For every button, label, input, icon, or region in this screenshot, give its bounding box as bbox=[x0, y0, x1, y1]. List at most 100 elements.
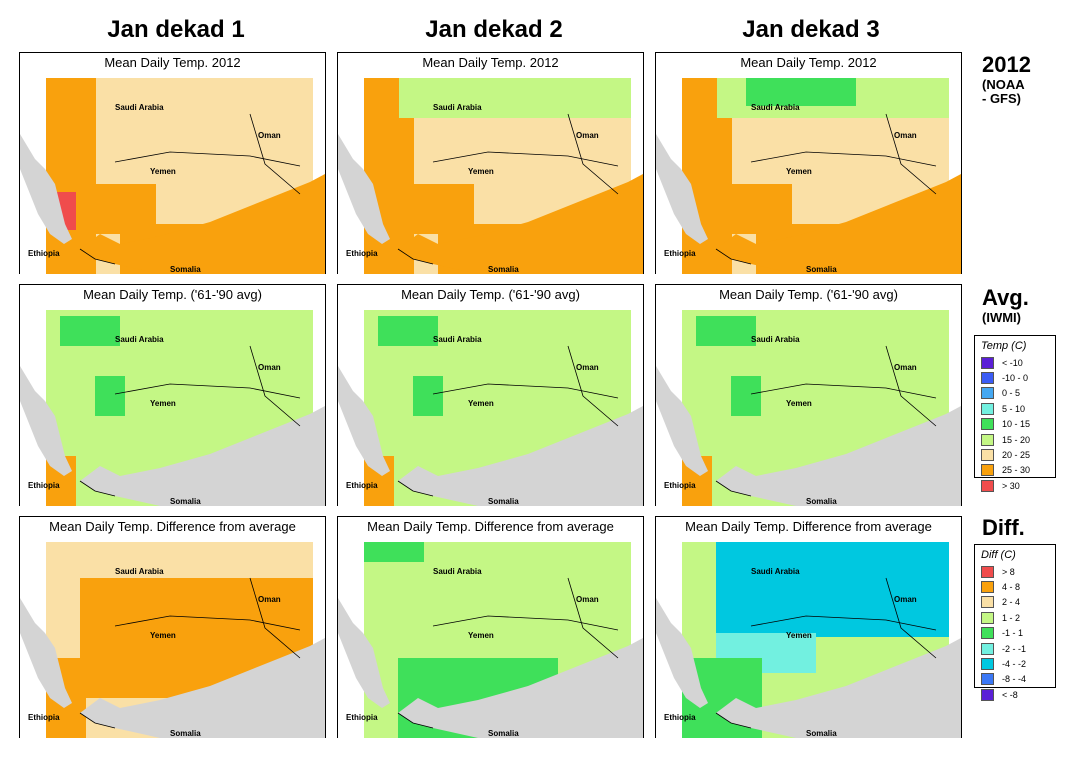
legend-item: 20 - 25 bbox=[981, 447, 1055, 462]
legend-item: -8 - -4 bbox=[981, 672, 1055, 687]
cool-zone bbox=[696, 316, 756, 346]
legend-label: -1 - 1 bbox=[1002, 628, 1024, 639]
map-panel-diff-dekad-2: Mean Daily Temp. Difference from average… bbox=[337, 516, 644, 738]
legend-label: 2 - 4 bbox=[1002, 597, 1021, 608]
coast-line bbox=[397, 712, 434, 729]
yemen-oman-border bbox=[249, 345, 301, 427]
legend-item: > 30 bbox=[981, 478, 1055, 493]
legend-item: 25 - 30 bbox=[981, 463, 1055, 478]
legend-swatch bbox=[981, 627, 994, 640]
legend-swatch bbox=[981, 658, 994, 671]
red-sea bbox=[338, 134, 390, 244]
temperature-legend-title: Temp (C) bbox=[981, 340, 1027, 352]
map-label-saudi: Saudi Arabia bbox=[433, 335, 482, 344]
map-label-saudi: Saudi Arabia bbox=[433, 567, 482, 576]
cool-zone bbox=[413, 376, 443, 416]
map-image: Saudi Arabia Oman Yemen Ethiopia Somalia bbox=[656, 74, 961, 274]
yemen-oman-border bbox=[885, 577, 937, 659]
coast-line bbox=[397, 480, 434, 497]
legend-swatch bbox=[981, 433, 994, 446]
map-label-saudi: Saudi Arabia bbox=[115, 335, 164, 344]
row-subtitle-avg: (IWMI) bbox=[982, 310, 1021, 325]
map-label-saudi: Saudi Arabia bbox=[115, 567, 164, 576]
map-label-oman: Oman bbox=[576, 595, 599, 604]
row-title-avg-label: Avg. bbox=[982, 285, 1029, 310]
map-label-somalia: Somalia bbox=[806, 265, 837, 274]
map-label-saudi: Saudi Arabia bbox=[115, 103, 164, 112]
red-sea bbox=[656, 134, 708, 244]
map-label-oman: Oman bbox=[258, 595, 281, 604]
legend-label: 20 - 25 bbox=[1002, 450, 1031, 461]
map-label-somalia: Somalia bbox=[806, 729, 837, 738]
map-image: Saudi Arabia Oman Yemen Ethiopia Somalia bbox=[20, 538, 325, 738]
coast-line bbox=[715, 712, 752, 729]
coast-line bbox=[79, 248, 116, 265]
cool-zone bbox=[378, 316, 438, 346]
map-label-saudi: Saudi Arabia bbox=[751, 103, 800, 112]
map-label-ethiopia: Ethiopia bbox=[28, 481, 60, 490]
map-label-saudi: Saudi Arabia bbox=[433, 103, 482, 112]
map-label-somalia: Somalia bbox=[488, 265, 519, 274]
saudi-yemen-border bbox=[432, 615, 619, 631]
map-image: Saudi Arabia Oman Yemen Ethiopia Somalia bbox=[20, 306, 325, 506]
legend-swatch bbox=[981, 565, 994, 578]
map-label-ethiopia: Ethiopia bbox=[28, 249, 60, 258]
legend-item: > 8 bbox=[981, 564, 1055, 579]
row-title-diff: Diff. bbox=[982, 515, 1025, 541]
legend-label: 0 - 5 bbox=[1002, 388, 1021, 399]
saudi-yemen-border bbox=[114, 151, 301, 167]
legend-label: -2 - -1 bbox=[1002, 643, 1027, 654]
legend-item: 0 - 5 bbox=[981, 386, 1055, 401]
legend-item: < -10 bbox=[981, 355, 1055, 370]
legend-item: 1 - 2 bbox=[981, 610, 1055, 625]
saudi-yemen-border bbox=[432, 151, 619, 167]
saudi-yemen-border bbox=[750, 151, 937, 167]
map-label-oman: Oman bbox=[576, 363, 599, 372]
legend-label: 4 - 8 bbox=[1002, 582, 1021, 593]
yemen-oman-border bbox=[885, 345, 937, 427]
legend-item: 2 - 4 bbox=[981, 595, 1055, 610]
map-label-yemen: Yemen bbox=[786, 631, 812, 640]
map-panel-diff-dekad-1: Mean Daily Temp. Difference from average… bbox=[19, 516, 326, 738]
saudi-yemen-border bbox=[750, 383, 937, 399]
legend-item: -4 - -2 bbox=[981, 656, 1055, 671]
map-label-somalia: Somalia bbox=[806, 497, 837, 506]
neutral-anomaly bbox=[364, 542, 424, 562]
map-label-yemen: Yemen bbox=[468, 167, 494, 176]
legend-swatch bbox=[981, 387, 994, 400]
legend-swatch bbox=[981, 356, 994, 369]
panel-title: Mean Daily Temp. 2012 bbox=[338, 53, 643, 75]
legend-label: -10 - 0 bbox=[1002, 373, 1029, 384]
map-label-yemen: Yemen bbox=[150, 399, 176, 408]
map-label-oman: Oman bbox=[258, 131, 281, 140]
legend-swatch bbox=[981, 449, 994, 462]
map-label-somalia: Somalia bbox=[170, 497, 201, 506]
legend-swatch bbox=[981, 464, 994, 477]
map-label-yemen: Yemen bbox=[150, 631, 176, 640]
coast-line bbox=[79, 712, 116, 729]
legend-item: < -8 bbox=[981, 687, 1055, 702]
legend-label: 1 - 2 bbox=[1002, 612, 1021, 623]
warm-zone bbox=[46, 78, 96, 274]
legend-swatch bbox=[981, 418, 994, 431]
map-label-yemen: Yemen bbox=[786, 167, 812, 176]
saudi-yemen-border bbox=[114, 615, 301, 631]
coast-line bbox=[715, 480, 752, 497]
legend-label: > 8 bbox=[1002, 566, 1015, 577]
gulf-of-aden bbox=[716, 174, 961, 274]
row-subtitle-2012-line2: - GFS) bbox=[982, 91, 1021, 106]
panel-title: Mean Daily Temp. Difference from average bbox=[20, 517, 325, 539]
red-sea bbox=[20, 134, 72, 244]
negative-anomaly bbox=[716, 542, 949, 637]
legend-label: 15 - 20 bbox=[1002, 434, 1031, 445]
legend-swatch bbox=[981, 688, 994, 701]
coast-line bbox=[715, 248, 752, 265]
gulf-of-aden bbox=[716, 406, 961, 506]
map-label-ethiopia: Ethiopia bbox=[346, 713, 378, 722]
map-panel-diff-dekad-3: Mean Daily Temp. Difference from average… bbox=[655, 516, 962, 738]
map-label-yemen: Yemen bbox=[150, 167, 176, 176]
map-label-oman: Oman bbox=[258, 363, 281, 372]
gulf-of-aden bbox=[80, 406, 325, 506]
red-sea bbox=[656, 598, 708, 708]
map-label-saudi: Saudi Arabia bbox=[751, 335, 800, 344]
